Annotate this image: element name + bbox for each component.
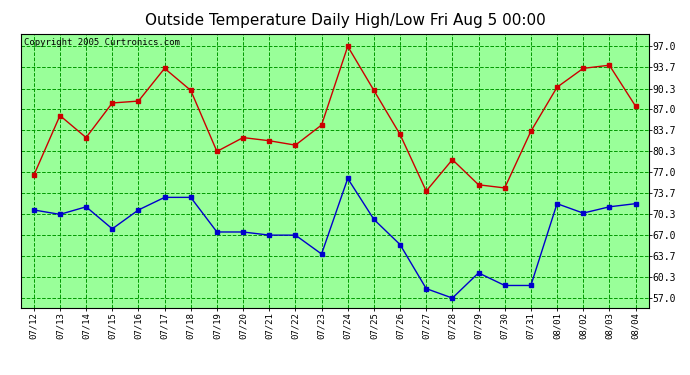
Text: Copyright 2005 Curtronics.com: Copyright 2005 Curtronics.com bbox=[24, 38, 179, 47]
Text: Outside Temperature Daily High/Low Fri Aug 5 00:00: Outside Temperature Daily High/Low Fri A… bbox=[145, 13, 545, 28]
